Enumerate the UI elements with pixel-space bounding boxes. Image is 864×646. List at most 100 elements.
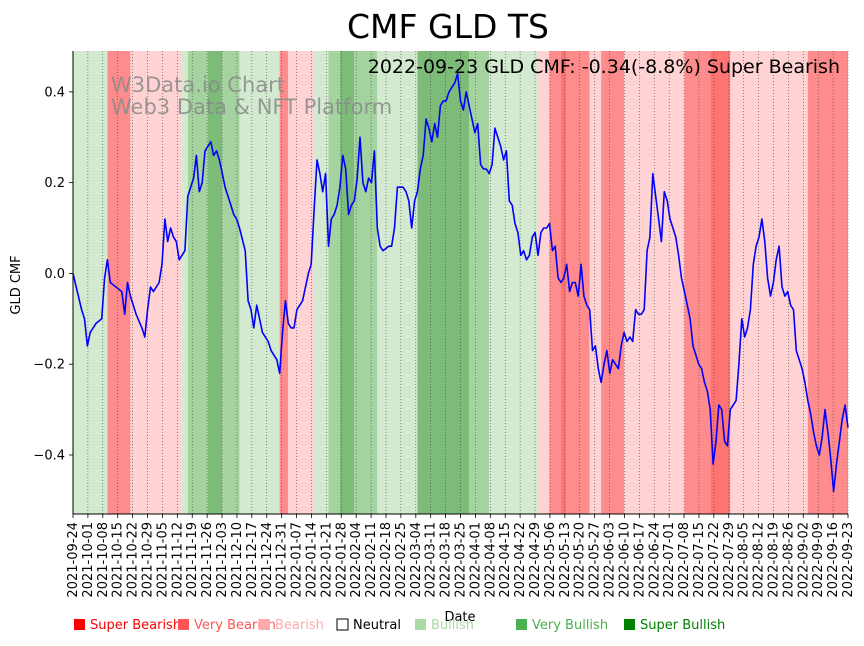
x-tick-label: 2022-04-15 [498,522,513,598]
y-tick-label: 0.4 [44,85,65,100]
x-tick-label: 2022-09-09 [811,522,826,598]
region-bearish [624,51,636,514]
region-bearish [589,51,602,514]
legend-label: Super Bearish [90,618,181,633]
x-tick-label: 2021-11-12 [170,522,185,598]
x-tick-label: 2022-06-17 [632,522,647,598]
region-very-bullish [328,51,340,514]
x-tick-label: 2022-01-28 [334,522,349,598]
x-tick-label: 2022-02-04 [349,522,364,598]
legend-label: Super Bullish [640,618,725,633]
region-bullish [377,51,418,514]
x-tick-label: 2022-09-16 [826,522,841,598]
region-super-bearish [560,51,567,514]
region-bearish [667,51,685,514]
region-bearish [750,51,808,514]
region-very-bearish [549,51,561,514]
series-layer [72,72,849,493]
legend-swatch [74,619,85,630]
x-tick-label: 2022-09-02 [796,522,811,598]
x-tick-label: 2022-07-15 [692,522,707,598]
chart-subtitle: 2022-09-23 GLD CMF: -0.34(-8.8%) Super B… [368,56,840,78]
x-tick-label: 2021-11-26 [200,522,215,598]
x-tick-label: 2022-01-14 [304,522,319,598]
x-tick-label: 2022-06-10 [617,522,632,598]
x-tick-label: 2022-04-22 [513,522,528,598]
x-tick-label: 2022-02-25 [394,522,409,598]
x-tick-label: 2022-03-04 [409,522,424,598]
x-tick-label: 2022-01-07 [290,522,305,598]
x-tick-label: 2022-07-22 [707,522,722,598]
y-tick-label: 0.0 [44,267,65,282]
x-tick-label: 2022-05-20 [573,522,588,598]
region-very-bearish [566,51,590,514]
legend-swatch [516,619,527,630]
x-tick-label: 2021-10-22 [126,522,141,598]
legend-label: Very Bullish [532,618,608,633]
x-tick-label: 2022-01-21 [319,522,334,598]
legend-label: Very Bearish [194,618,276,633]
x-tick-label: 2022-07-08 [677,522,692,598]
region-very-bearish [825,51,848,514]
x-tick-label: 2022-02-18 [379,522,394,598]
region-bearish [730,51,751,514]
x-tick-label: 2022-03-25 [454,522,469,598]
region-very-bullish [187,51,208,514]
x-tick-label: 2022-03-18 [439,522,454,598]
y-tick-label: −0.2 [33,358,65,373]
x-tick-label: 2021-09-24 [66,522,81,598]
x-tick-label: 2022-06-24 [647,522,662,598]
region-very-bearish [107,51,131,514]
x-tick-label: 2022-08-19 [766,522,781,598]
sentiment-regions [73,51,848,514]
region-bearish [302,51,315,514]
x-tick-label: 2021-12-17 [245,522,260,598]
region-bullish [73,51,108,514]
region-super-bearish [710,51,731,514]
x-tick-label: 2021-12-10 [230,522,245,598]
x-tick-label: 2021-10-08 [96,522,111,598]
region-very-bearish [279,51,289,514]
x-tick-label: 2022-04-01 [468,522,483,598]
x-tick-label: 2022-02-11 [364,522,379,598]
axes: 2021-09-24 2021-10-01 2021-10-08 2021-10-15… [33,51,856,598]
region-very-bullish [354,51,378,514]
x-tick-label: 2022-08-26 [781,522,796,598]
legend-swatch [178,619,189,630]
legend-swatch [624,619,635,630]
x-tick-label: 2021-12-24 [260,522,275,598]
region-very-bullish [469,51,490,514]
y-axis-label: GLD CMF [9,255,24,314]
x-tick-label: 2022-03-11 [424,522,439,598]
legend: Super Bearish Very Bearish Bearish Neutral B… [74,618,725,633]
region-bullish [489,51,538,514]
x-tick-label: 2022-08-05 [737,522,752,598]
x-tick-label: 2022-05-06 [543,522,558,598]
x-tick-label: 2021-11-05 [155,522,170,598]
x-tick-label: 2021-12-31 [275,522,290,598]
x-tick-label: 2021-11-19 [185,522,200,598]
region-super-bullish [207,51,223,514]
region-very-bullish [222,51,240,514]
region-bearish [538,51,550,514]
x-tick-label: 2022-07-29 [722,522,737,598]
x-tick-label: 2022-04-29 [528,522,543,598]
region-very-bearish [684,51,711,514]
region-very-bearish [807,51,826,514]
series-line-gld-cmf [72,72,849,493]
x-tick-label: 2022-07-01 [662,522,677,598]
x-tick-label: 2021-12-03 [215,522,230,598]
x-tick-label: 2021-10-01 [81,522,96,598]
x-tick-label: 2022-05-13 [558,522,573,598]
x-tick-label: 2022-04-08 [483,522,498,598]
x-tick-label: 2022-06-03 [603,522,618,598]
x-tick-label: 2022-08-12 [752,522,767,598]
x-tick-label: 2022-05-27 [588,522,603,598]
region-bearish [130,51,183,514]
chart-title: CMF GLD TS [347,7,549,46]
legend-label: Bearish [275,618,324,633]
x-tick-label: 2021-10-29 [141,522,156,598]
legend-swatch [259,619,270,630]
legend-swatch [336,618,349,631]
